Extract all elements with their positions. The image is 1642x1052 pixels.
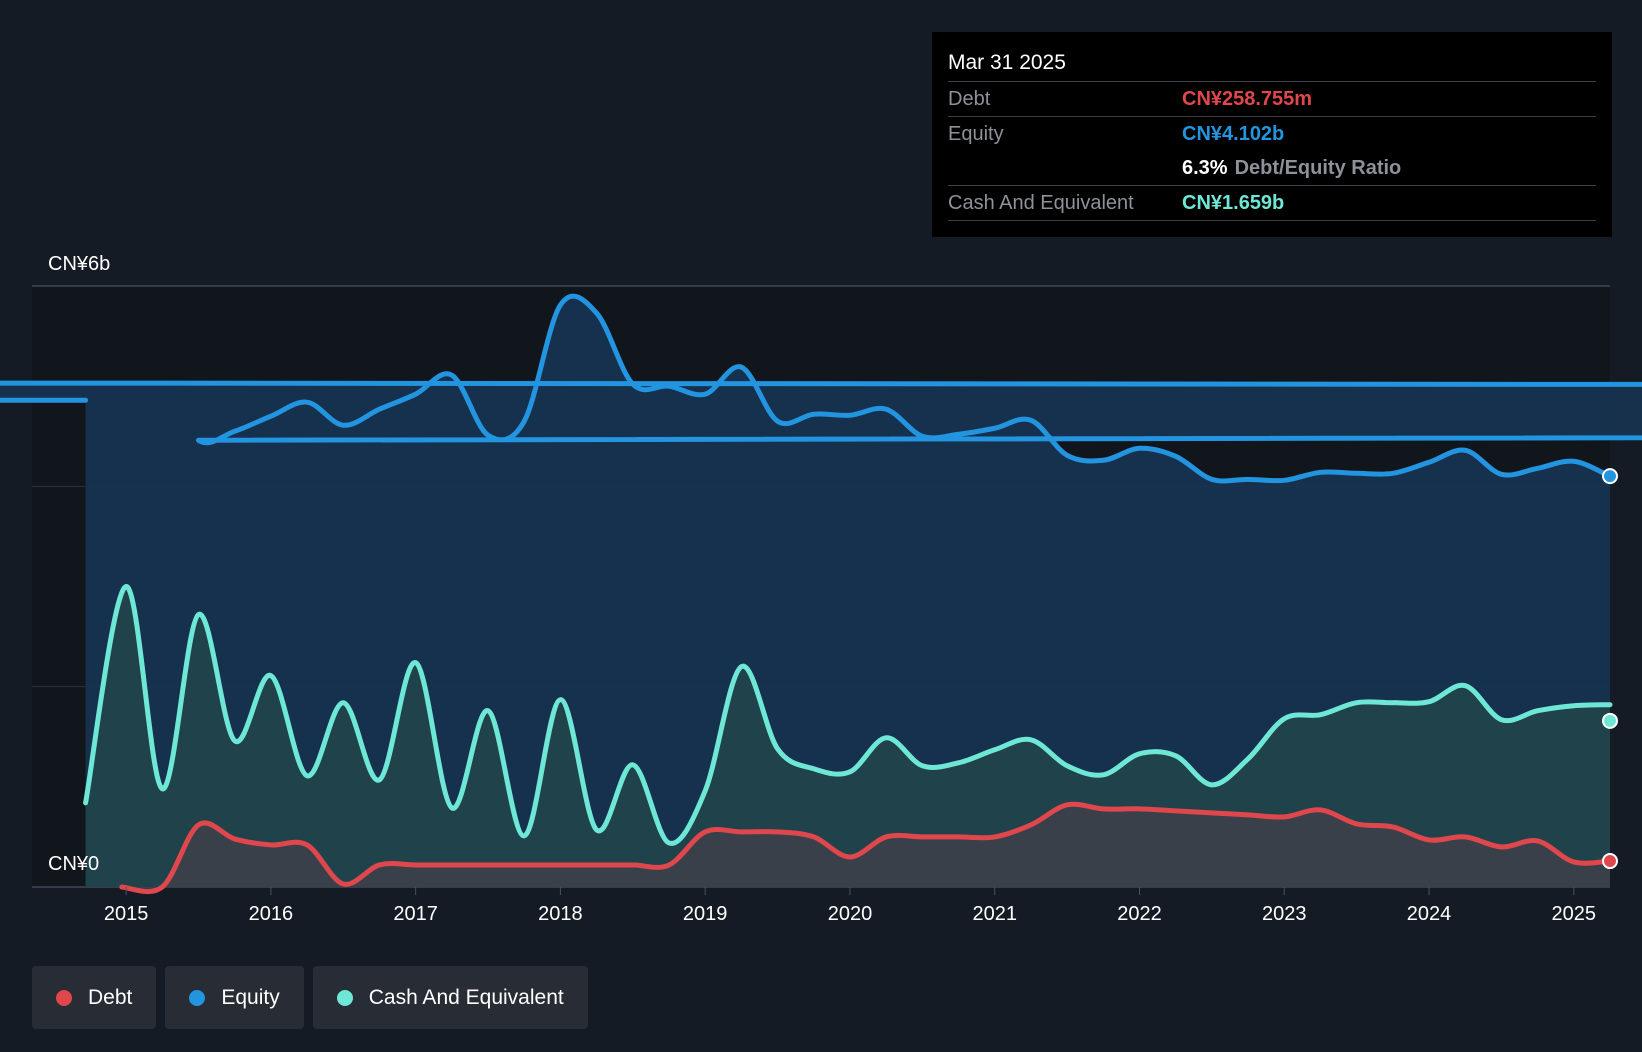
debt-area [121, 804, 1610, 892]
cash-and-equivalent-line [83, 583, 1613, 846]
equity-dot-icon [189, 989, 206, 1006]
tooltip-cash-value: CN¥1.659b [1182, 192, 1285, 214]
x-tick-label: 2015 [104, 903, 149, 925]
tooltip-date: Mar 31 2025 [948, 51, 1066, 74]
y-tick-label-bottom: CN¥0 [48, 853, 99, 875]
series-lines [0, 296, 1642, 895]
legend-item-equity[interactable]: Equity [165, 966, 304, 1029]
debt-end-marker [1602, 853, 1618, 870]
equity-end-marker [1602, 468, 1618, 485]
chart-legend: Debt Equity Cash And Equivalent [32, 966, 588, 1029]
legend-label-equity: Equity [221, 985, 280, 1009]
x-axis-ticks: 2015 2016 2017 2018 2019 2020 2021 2022 2023 2024… [104, 887, 1596, 925]
tooltip-ratio-spacer [948, 151, 1182, 185]
x-tick-label: 2016 [249, 903, 294, 925]
debt-line [119, 801, 1613, 895]
legend-label-cash: Cash And Equivalent [368, 985, 564, 1009]
x-tick-label: 2018 [538, 903, 583, 925]
y-tick-label-top: CN¥6b [48, 253, 110, 275]
x-tick-label: 2025 [1552, 903, 1597, 925]
cash-and-equivalent-end-marker [1602, 712, 1618, 729]
tooltip-debt-label: Debt [948, 88, 991, 110]
x-tick-label: 2023 [1262, 903, 1307, 925]
tooltip-panel: Mar 31 2025 Debt CN¥258.755m Equity CN¥4… [932, 32, 1612, 237]
tooltip-equity-value: CN¥4.102b [1182, 123, 1285, 145]
series-end-markers [1602, 468, 1618, 870]
x-tick-label: 2021 [972, 903, 1017, 925]
tooltip-equity-row: Equity CN¥4.102b [948, 116, 1596, 151]
legend-item-debt[interactable]: Debt [32, 966, 157, 1029]
legend-label-debt: Debt [88, 985, 133, 1009]
cash-dot-icon [336, 989, 353, 1006]
tooltip-cash-row: Cash And Equivalent CN¥1.659b [948, 185, 1596, 221]
tooltip-cash-label: Cash And Equivalent [948, 192, 1134, 214]
x-tick-label: 2022 [1117, 903, 1162, 925]
tooltip-equity-label: Equity [948, 123, 1004, 145]
debt-dot-icon [56, 989, 72, 1006]
tooltip-ratio-label: Debt/Equity Ratio [1234, 157, 1402, 179]
x-tick-label: 2024 [1407, 903, 1452, 925]
x-tick-label: 2020 [828, 903, 873, 925]
x-tick-label: 2019 [683, 903, 728, 925]
legend-item-cash[interactable]: Cash And Equivalent [312, 966, 588, 1029]
tooltip-debt-value: CN¥258.755m [1182, 88, 1313, 110]
tooltip-debt-row: Debt CN¥258.755m [948, 81, 1596, 116]
x-tick-label: 2017 [393, 903, 438, 925]
tooltip-ratio-row: 6.3% Debt/Equity Ratio [948, 151, 1596, 185]
tooltip-ratio-value: 6.3% [1182, 157, 1228, 179]
